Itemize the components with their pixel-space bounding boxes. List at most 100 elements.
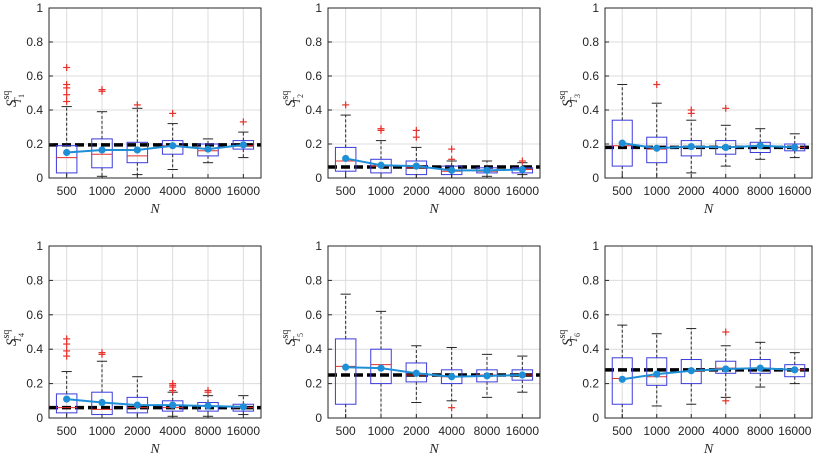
y-axis-label-base: S	[4, 99, 20, 107]
outlier-marker	[169, 109, 177, 117]
outlier-marker	[63, 81, 71, 88]
y-tick-label: 0	[592, 171, 599, 185]
outlier-marker	[239, 118, 247, 126]
mean-point	[448, 166, 456, 174]
y-tick-label: 0.2	[305, 377, 322, 391]
outlier-marker	[448, 145, 456, 153]
x-tick-label: 500	[612, 424, 632, 438]
outlier-marker	[204, 386, 212, 394]
y-axis-label-sub: T	[292, 336, 303, 343]
y-tick-label: 0.8	[305, 273, 322, 287]
mean-line	[66, 398, 244, 408]
y-axis-label-base: S	[283, 338, 299, 346]
y-axis-label-sub: T	[569, 336, 580, 343]
box-16000	[232, 118, 255, 159]
y-axis-label-subsub: 2	[296, 94, 305, 98]
y-axis-label-subsub: 4	[17, 333, 26, 337]
y-tick-label: 0.2	[305, 137, 322, 151]
mean-point	[377, 364, 385, 372]
x-tick-label: 4000	[712, 184, 739, 198]
box-2000	[680, 106, 702, 174]
y-axis-label-subsub: 3	[573, 94, 582, 98]
x-tick-label: 4000	[712, 424, 739, 438]
y-axis-label-subsub: 6	[573, 333, 582, 337]
box-1000	[91, 86, 113, 177]
x-axis-label: N	[428, 442, 439, 456]
y-axis-label-sub: T	[292, 97, 303, 104]
mean-point	[63, 148, 71, 157]
x-axis-label: N	[703, 442, 714, 456]
mean-point	[518, 371, 526, 379]
x-tick-label: 16000	[227, 424, 261, 438]
x-tick-label: 16000	[506, 184, 540, 198]
y-tick-label: 0.8	[582, 35, 599, 49]
x-axis-label: N	[428, 202, 439, 217]
y-axis-label-sub: T	[569, 97, 580, 104]
x-tick-label: 2000	[403, 184, 430, 198]
box-iqr	[680, 140, 702, 157]
y-tick-label: 0	[36, 411, 43, 425]
y-axis-label-sup: sq	[1, 330, 12, 339]
y-axis-label-base: S	[4, 338, 20, 346]
x-tick-label: 4000	[159, 424, 186, 438]
y-tick-label: 0.4	[582, 342, 599, 356]
mean-point	[204, 145, 212, 153]
x-tick-label: 8000	[195, 184, 222, 198]
axes-frame	[48, 245, 262, 419]
x-tick-label: 2000	[403, 424, 430, 438]
box-iqr	[232, 140, 255, 150]
x-axis-label: N	[149, 442, 160, 456]
outlier-marker	[722, 397, 730, 405]
box-iqr	[749, 359, 771, 374]
y-axis-label-subsub: 5	[296, 333, 305, 337]
y-tick-label: 0.4	[26, 103, 43, 117]
outlier-marker	[63, 91, 71, 99]
y-axis-label-base: S	[283, 99, 299, 107]
axes-frame	[604, 7, 813, 179]
y-axis-label-sub: T	[13, 336, 24, 343]
mean-point	[791, 366, 799, 374]
y-tick-label: 0.8	[26, 273, 43, 287]
outlier-marker	[98, 86, 106, 94]
x-tick-label: 4000	[438, 184, 465, 198]
x-tick-label: 1000	[89, 184, 116, 198]
y-tick-label: 0	[315, 171, 322, 185]
outlier-marker	[63, 98, 71, 105]
y-axis-label-sup: sq	[280, 330, 291, 339]
x-tick-label: 1000	[368, 424, 395, 438]
chart-panel-6: 0 0.2 0.4 0.6 0.8 1 500 1000 2000 4000 8000 16000 N S…	[557, 239, 813, 456]
y-tick-label: 0.8	[26, 35, 43, 49]
y-tick-label: 0.8	[305, 35, 322, 49]
mean-point	[239, 403, 247, 411]
y-tick-label: 0.6	[26, 69, 43, 83]
x-tick-label: 16000	[778, 424, 812, 438]
x-tick-label: 4000	[159, 184, 186, 198]
mean-point	[342, 154, 350, 163]
x-tick-label: 8000	[747, 184, 774, 198]
box-500	[55, 64, 78, 179]
y-tick-label: 0.6	[305, 308, 322, 322]
y-tick-label: 0.2	[26, 377, 43, 391]
y-axis-label: SsqT4	[1, 330, 26, 346]
y-axis-label-sup: sq	[557, 330, 568, 339]
mean-point	[722, 143, 730, 151]
y-tick-label: 0.4	[582, 103, 599, 117]
outlier-marker	[412, 126, 420, 134]
box-iqr	[715, 360, 737, 374]
y-tick-label: 1	[592, 1, 599, 15]
outlier-marker	[687, 106, 695, 114]
y-tick-label: 0	[592, 411, 599, 425]
x-axis-label: N	[703, 202, 714, 217]
mean-point	[169, 142, 177, 150]
mean-point	[722, 365, 730, 373]
x-tick-label: 1000	[368, 184, 395, 198]
chart-panel-1: 0 0.2 0.4 0.6 0.8 1 500 1000 2000 4000 8000 16000 N S…	[1, 1, 262, 217]
mean-point	[756, 142, 764, 150]
x-tick-label: 16000	[778, 184, 812, 198]
mean-point	[98, 398, 106, 407]
chart-panel-2: 0 0.2 0.4 0.6 0.8 1 500 1000 2000 4000 8000 16000 N S…	[280, 1, 541, 217]
y-tick-label: 0.4	[26, 342, 43, 356]
outlier-marker	[722, 104, 730, 112]
box-iqr	[55, 393, 78, 414]
y-axis-label-sub: T	[13, 97, 24, 104]
